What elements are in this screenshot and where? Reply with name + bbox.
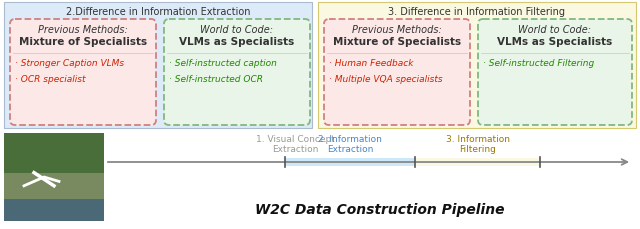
Text: 3. Information
Filtering: 3. Information Filtering <box>445 135 509 154</box>
Text: 3. Difference in Information Filtering: 3. Difference in Information Filtering <box>388 7 566 17</box>
Bar <box>285 158 415 166</box>
Bar <box>318 2 636 128</box>
Text: · Self-instructed OCR: · Self-instructed OCR <box>169 76 263 85</box>
Bar <box>4 133 104 173</box>
FancyBboxPatch shape <box>478 19 632 125</box>
FancyBboxPatch shape <box>324 19 470 125</box>
Text: · Multiple VQA specialists: · Multiple VQA specialists <box>329 76 443 85</box>
Text: Mixture of Specialists: Mixture of Specialists <box>19 37 147 47</box>
Text: 2.Difference in Information Extraction: 2.Difference in Information Extraction <box>66 7 250 17</box>
Text: VLMs as Specialists: VLMs as Specialists <box>497 37 612 47</box>
Text: · Self-instructed caption: · Self-instructed caption <box>169 60 277 68</box>
FancyBboxPatch shape <box>164 19 310 125</box>
Text: · Human Feedback: · Human Feedback <box>329 60 413 68</box>
Text: Previous Methods:: Previous Methods: <box>38 25 128 35</box>
Text: · Self-instructed Filtering: · Self-instructed Filtering <box>483 60 595 68</box>
FancyBboxPatch shape <box>10 19 156 125</box>
Bar <box>4 173 104 199</box>
Text: 2. Information
Extraction: 2. Information Extraction <box>318 135 382 154</box>
Text: World to Code:: World to Code: <box>518 25 591 35</box>
Text: Previous Methods:: Previous Methods: <box>352 25 442 35</box>
Bar <box>4 199 104 221</box>
Bar <box>4 2 312 128</box>
Text: VLMs as Specialists: VLMs as Specialists <box>179 37 294 47</box>
Bar <box>415 158 540 166</box>
Text: World to Code:: World to Code: <box>200 25 273 35</box>
Text: 1. Visual Concept
Extraction: 1. Visual Concept Extraction <box>255 135 335 154</box>
Text: W2C Data Construction Pipeline: W2C Data Construction Pipeline <box>255 203 505 217</box>
Text: Mixture of Specialists: Mixture of Specialists <box>333 37 461 47</box>
Text: · Stronger Caption VLMs: · Stronger Caption VLMs <box>15 60 124 68</box>
Text: · OCR specialist: · OCR specialist <box>15 76 86 85</box>
